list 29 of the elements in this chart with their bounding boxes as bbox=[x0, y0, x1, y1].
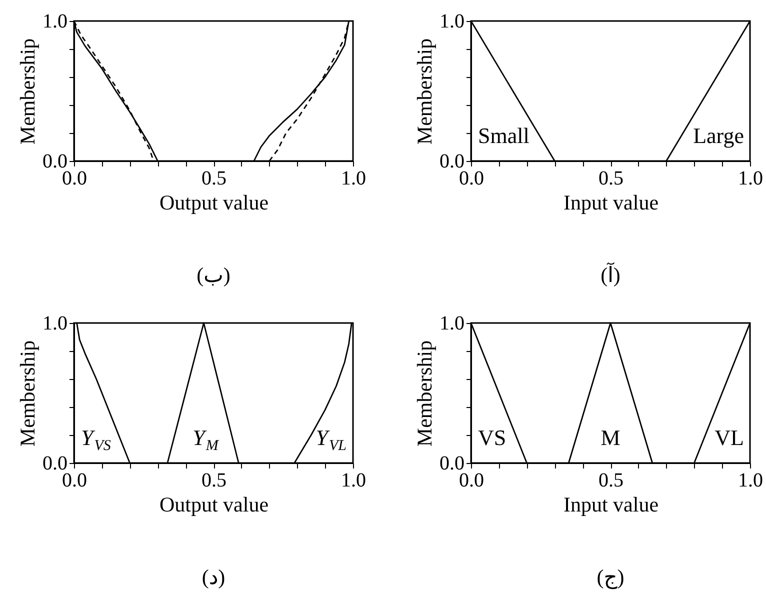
text: (د) bbox=[202, 565, 226, 589]
x-tick-label: 1.0 bbox=[341, 168, 366, 190]
x-axis-title: Input value bbox=[563, 190, 659, 214]
y-axis-title: Membership bbox=[412, 340, 436, 447]
x-tick-label: 1.0 bbox=[341, 470, 366, 492]
series-label: VL bbox=[714, 424, 744, 450]
series-label: Large bbox=[693, 122, 744, 148]
y-axis-title: Membership bbox=[412, 38, 436, 145]
x-axis-title: Output value bbox=[159, 190, 269, 214]
y-tick-label: 1.0 bbox=[42, 10, 68, 32]
x-tick-label: 1.0 bbox=[738, 470, 763, 492]
y-axis-title: Membership bbox=[16, 340, 40, 447]
x-axis-title: Output value bbox=[159, 492, 269, 516]
series-label: M bbox=[600, 424, 620, 450]
x-axis-title: Input value bbox=[563, 492, 659, 516]
x-tick-label: 0.5 bbox=[202, 168, 226, 190]
x-tick-label: 1.0 bbox=[738, 168, 763, 190]
text: (ج) bbox=[596, 565, 624, 590]
x-tick-label: 0.5 bbox=[598, 168, 624, 190]
y-tick-label: 1.0 bbox=[42, 312, 68, 334]
y-tick-label: 1.0 bbox=[440, 312, 464, 334]
y-tick-label: 1.0 bbox=[440, 10, 464, 32]
series-label: VS bbox=[478, 424, 506, 450]
series-label: Small bbox=[478, 122, 530, 148]
x-tick-label: 0.5 bbox=[598, 470, 624, 492]
y-axis-title: Membership bbox=[16, 38, 40, 145]
text: (ب) bbox=[196, 263, 230, 287]
x-tick-label: 0.5 bbox=[202, 470, 226, 492]
text: (آ) bbox=[600, 262, 620, 287]
